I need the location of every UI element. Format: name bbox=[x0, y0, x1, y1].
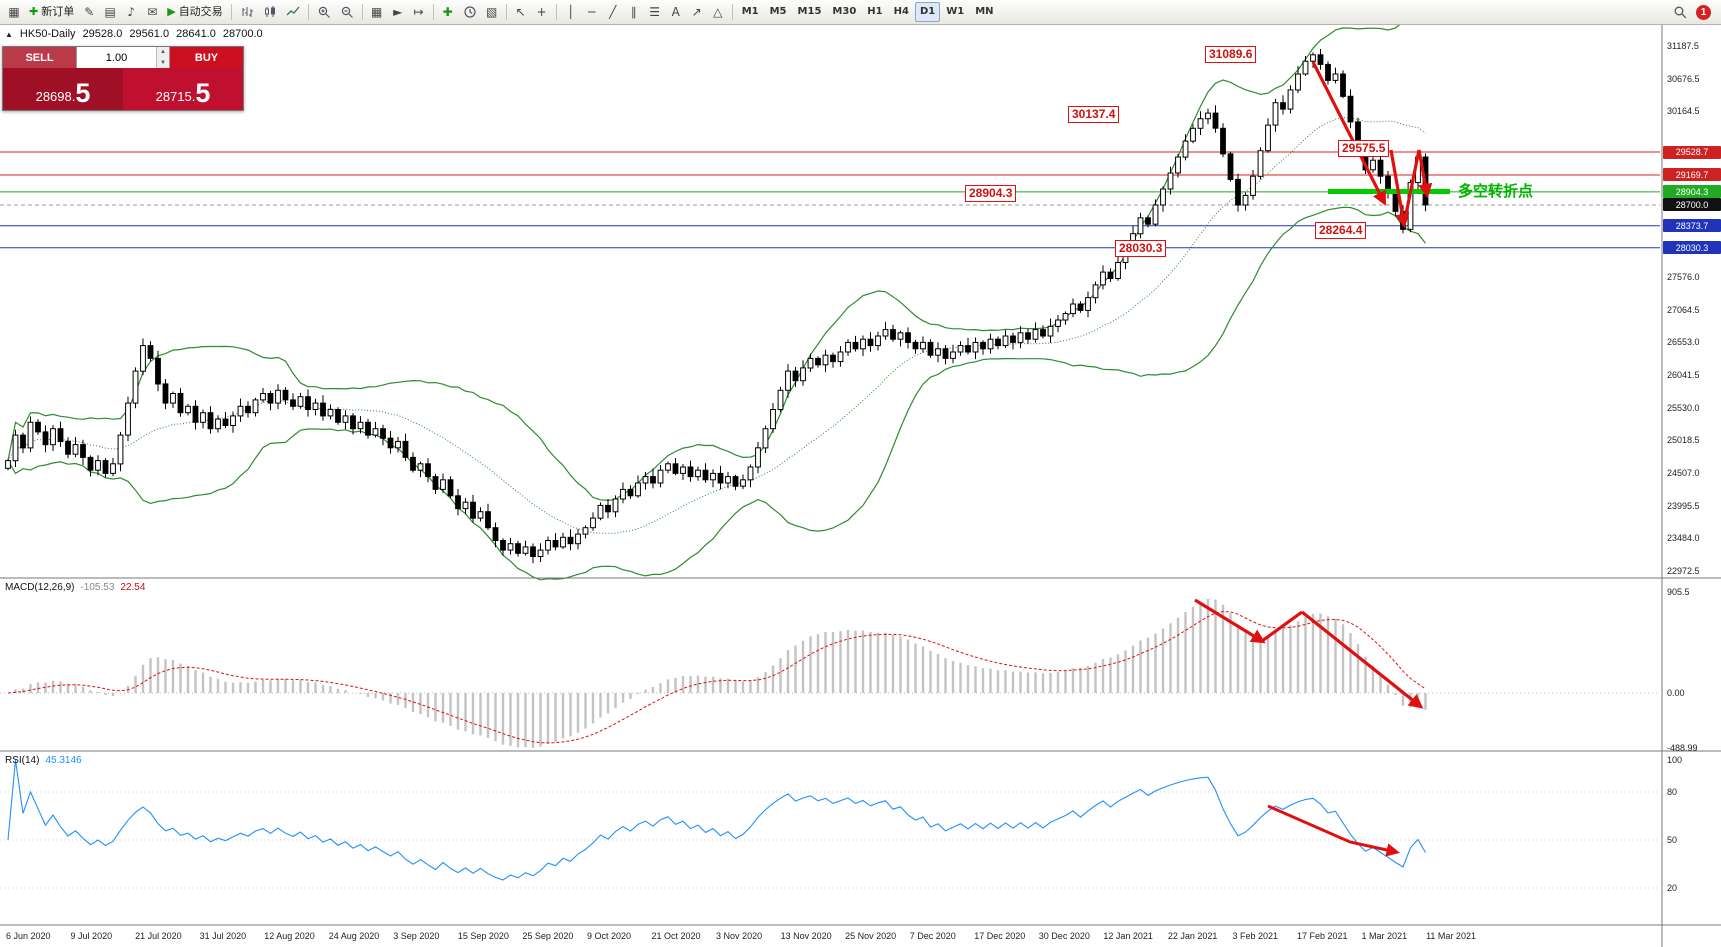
timeframe-w1-button[interactable]: W1 bbox=[941, 2, 969, 22]
alerts-icon: ♪ bbox=[127, 5, 136, 19]
indicator-plus-icon: ✚ bbox=[442, 5, 453, 19]
chart-shift-button[interactable]: ↦ bbox=[409, 2, 429, 22]
chart-window-button[interactable]: ▦ bbox=[4, 2, 24, 22]
volume-up-icon[interactable]: ▲ bbox=[157, 47, 169, 58]
auto-scroll-button[interactable]: ► bbox=[388, 2, 408, 22]
vertical-line-button[interactable]: │ bbox=[561, 2, 581, 22]
indicators-button[interactable]: ✚ bbox=[438, 2, 458, 22]
buy-button[interactable]: BUY bbox=[170, 47, 243, 68]
trendline-button[interactable]: ╱ bbox=[603, 2, 623, 22]
channel-button[interactable]: ∥ bbox=[624, 2, 644, 22]
trendline-icon: ╱ bbox=[609, 5, 617, 19]
candlestick-button[interactable] bbox=[259, 2, 281, 22]
clock-icon bbox=[464, 6, 476, 18]
toolbar-separator bbox=[361, 4, 363, 20]
line-chart-icon bbox=[286, 6, 300, 16]
tile-windows-icon: ▦ bbox=[371, 5, 383, 19]
one-click-trading-panel: SELL ▲ ▼ BUY 28698.5 28715.5 bbox=[2, 46, 244, 111]
metaeditor-button[interactable]: ✎ bbox=[79, 2, 99, 22]
line-chart-button[interactable] bbox=[282, 2, 304, 22]
alerts-button[interactable]: ♪ bbox=[121, 2, 141, 22]
zoom-in-button[interactable] bbox=[313, 2, 335, 22]
play-icon: ▶ bbox=[167, 5, 176, 18]
crosshair-button[interactable]: + bbox=[532, 2, 552, 22]
collapse-icon[interactable]: ▲ bbox=[5, 29, 13, 39]
volume-down-icon[interactable]: ▼ bbox=[157, 57, 169, 68]
tile-windows-button[interactable]: ▦ bbox=[367, 2, 387, 22]
arrow-tool-icon: ↗ bbox=[691, 5, 702, 19]
toolbar-separator bbox=[731, 4, 733, 20]
toolbar-separator bbox=[230, 4, 232, 20]
periods-button[interactable] bbox=[459, 2, 481, 22]
timeframe-mn-button[interactable]: MN bbox=[970, 2, 998, 22]
text-tool-icon: A bbox=[671, 5, 680, 19]
channel-icon: ∥ bbox=[630, 5, 637, 19]
candlestick-icon bbox=[264, 6, 275, 17]
macd-indicator-label: MACD(12,26,9) -105.53 22.54 bbox=[5, 582, 146, 593]
symbol-label: HK50-Daily bbox=[19, 28, 76, 40]
auto-trading-button[interactable]: ▶ 自动交易 bbox=[163, 2, 226, 22]
ohlc-open: 29528.0 bbox=[82, 28, 123, 40]
toolbar-separator bbox=[307, 4, 309, 20]
ohlc-close: 28700.0 bbox=[222, 28, 263, 40]
timeframe-m15-button[interactable]: M15 bbox=[793, 2, 827, 22]
chart-shift-icon: ↦ bbox=[413, 5, 424, 19]
shapes-button[interactable]: △ bbox=[708, 2, 728, 22]
templates-icon: ▧ bbox=[486, 5, 498, 19]
auto-scroll-icon: ► bbox=[393, 5, 403, 19]
new-order-button[interactable]: ✚ 新订单 bbox=[25, 2, 78, 22]
zoom-out-button[interactable] bbox=[336, 2, 358, 22]
fibonacci-icon: ☰ bbox=[649, 5, 661, 19]
buy-price: 28715. 5 bbox=[123, 68, 243, 110]
main-toolbar: ▦ ✚ 新订单 ✎ ▤ ♪ ✉ ▶ 自动交易 ▦ ► ↦ ✚ ▧ ↖ + │ ─ ╱… bbox=[0, 0, 1721, 25]
plus-icon: ✚ bbox=[29, 5, 39, 18]
timeframe-m1-button[interactable]: M1 bbox=[737, 2, 764, 22]
toolbar-separator bbox=[432, 4, 434, 20]
bar-chart-icon bbox=[242, 7, 253, 17]
zoom-out-icon bbox=[341, 6, 353, 18]
timeframe-d1-button[interactable]: D1 bbox=[914, 2, 941, 22]
cursor-icon: ↖ bbox=[515, 5, 526, 19]
horizontal-line-icon: ─ bbox=[588, 5, 596, 19]
metaeditor-icon: ✎ bbox=[84, 5, 95, 19]
vertical-line-icon: │ bbox=[567, 5, 575, 19]
toolbar-separator bbox=[505, 4, 507, 20]
notification-badge[interactable]: 1 bbox=[1696, 4, 1711, 20]
bar-chart-button[interactable] bbox=[236, 2, 258, 22]
mailbox-icon: ✉ bbox=[147, 5, 158, 19]
mailbox-button[interactable]: ✉ bbox=[142, 2, 162, 22]
sell-button[interactable]: SELL bbox=[3, 47, 76, 68]
shapes-icon: △ bbox=[713, 5, 723, 19]
chart-title-bar: ▲ HK50-Daily 29528.0 29561.0 28641.0 287… bbox=[5, 28, 263, 40]
horizontal-line-button[interactable]: ─ bbox=[582, 2, 602, 22]
turning-point-label[interactable]: 多空转折点 bbox=[1458, 183, 1534, 200]
volume-input[interactable] bbox=[77, 47, 156, 68]
timeframe-m30-button[interactable]: M30 bbox=[827, 2, 861, 22]
toolbar-separator bbox=[555, 4, 557, 20]
search-icon bbox=[1674, 6, 1687, 19]
arrow-tool-button[interactable]: ↗ bbox=[687, 2, 707, 22]
chart-window-icon: ▦ bbox=[8, 5, 20, 19]
sell-price: 28698. 5 bbox=[3, 68, 123, 110]
fibonacci-button[interactable]: ☰ bbox=[645, 2, 665, 22]
timeframe-h4-button[interactable]: H4 bbox=[889, 2, 914, 22]
ohlc-low: 28641.0 bbox=[176, 28, 216, 40]
timeframe-m5-button[interactable]: M5 bbox=[765, 2, 792, 22]
search-button[interactable] bbox=[1669, 2, 1691, 22]
timeframe-h1-button[interactable]: H1 bbox=[862, 2, 887, 22]
crosshair-icon: + bbox=[536, 5, 547, 19]
history-center-button[interactable]: ▤ bbox=[100, 2, 120, 22]
ohlc-high: 29561.0 bbox=[129, 28, 170, 40]
templates-button[interactable]: ▧ bbox=[482, 2, 502, 22]
rsi-indicator-label: RSI(14) 45.3146 bbox=[5, 755, 82, 766]
cursor-button[interactable]: ↖ bbox=[511, 2, 531, 22]
history-icon: ▤ bbox=[104, 5, 116, 19]
text-tool-button[interactable]: A bbox=[666, 2, 686, 22]
volume-stepper[interactable]: ▲ ▼ bbox=[76, 47, 170, 68]
zoom-in-icon bbox=[318, 6, 330, 18]
